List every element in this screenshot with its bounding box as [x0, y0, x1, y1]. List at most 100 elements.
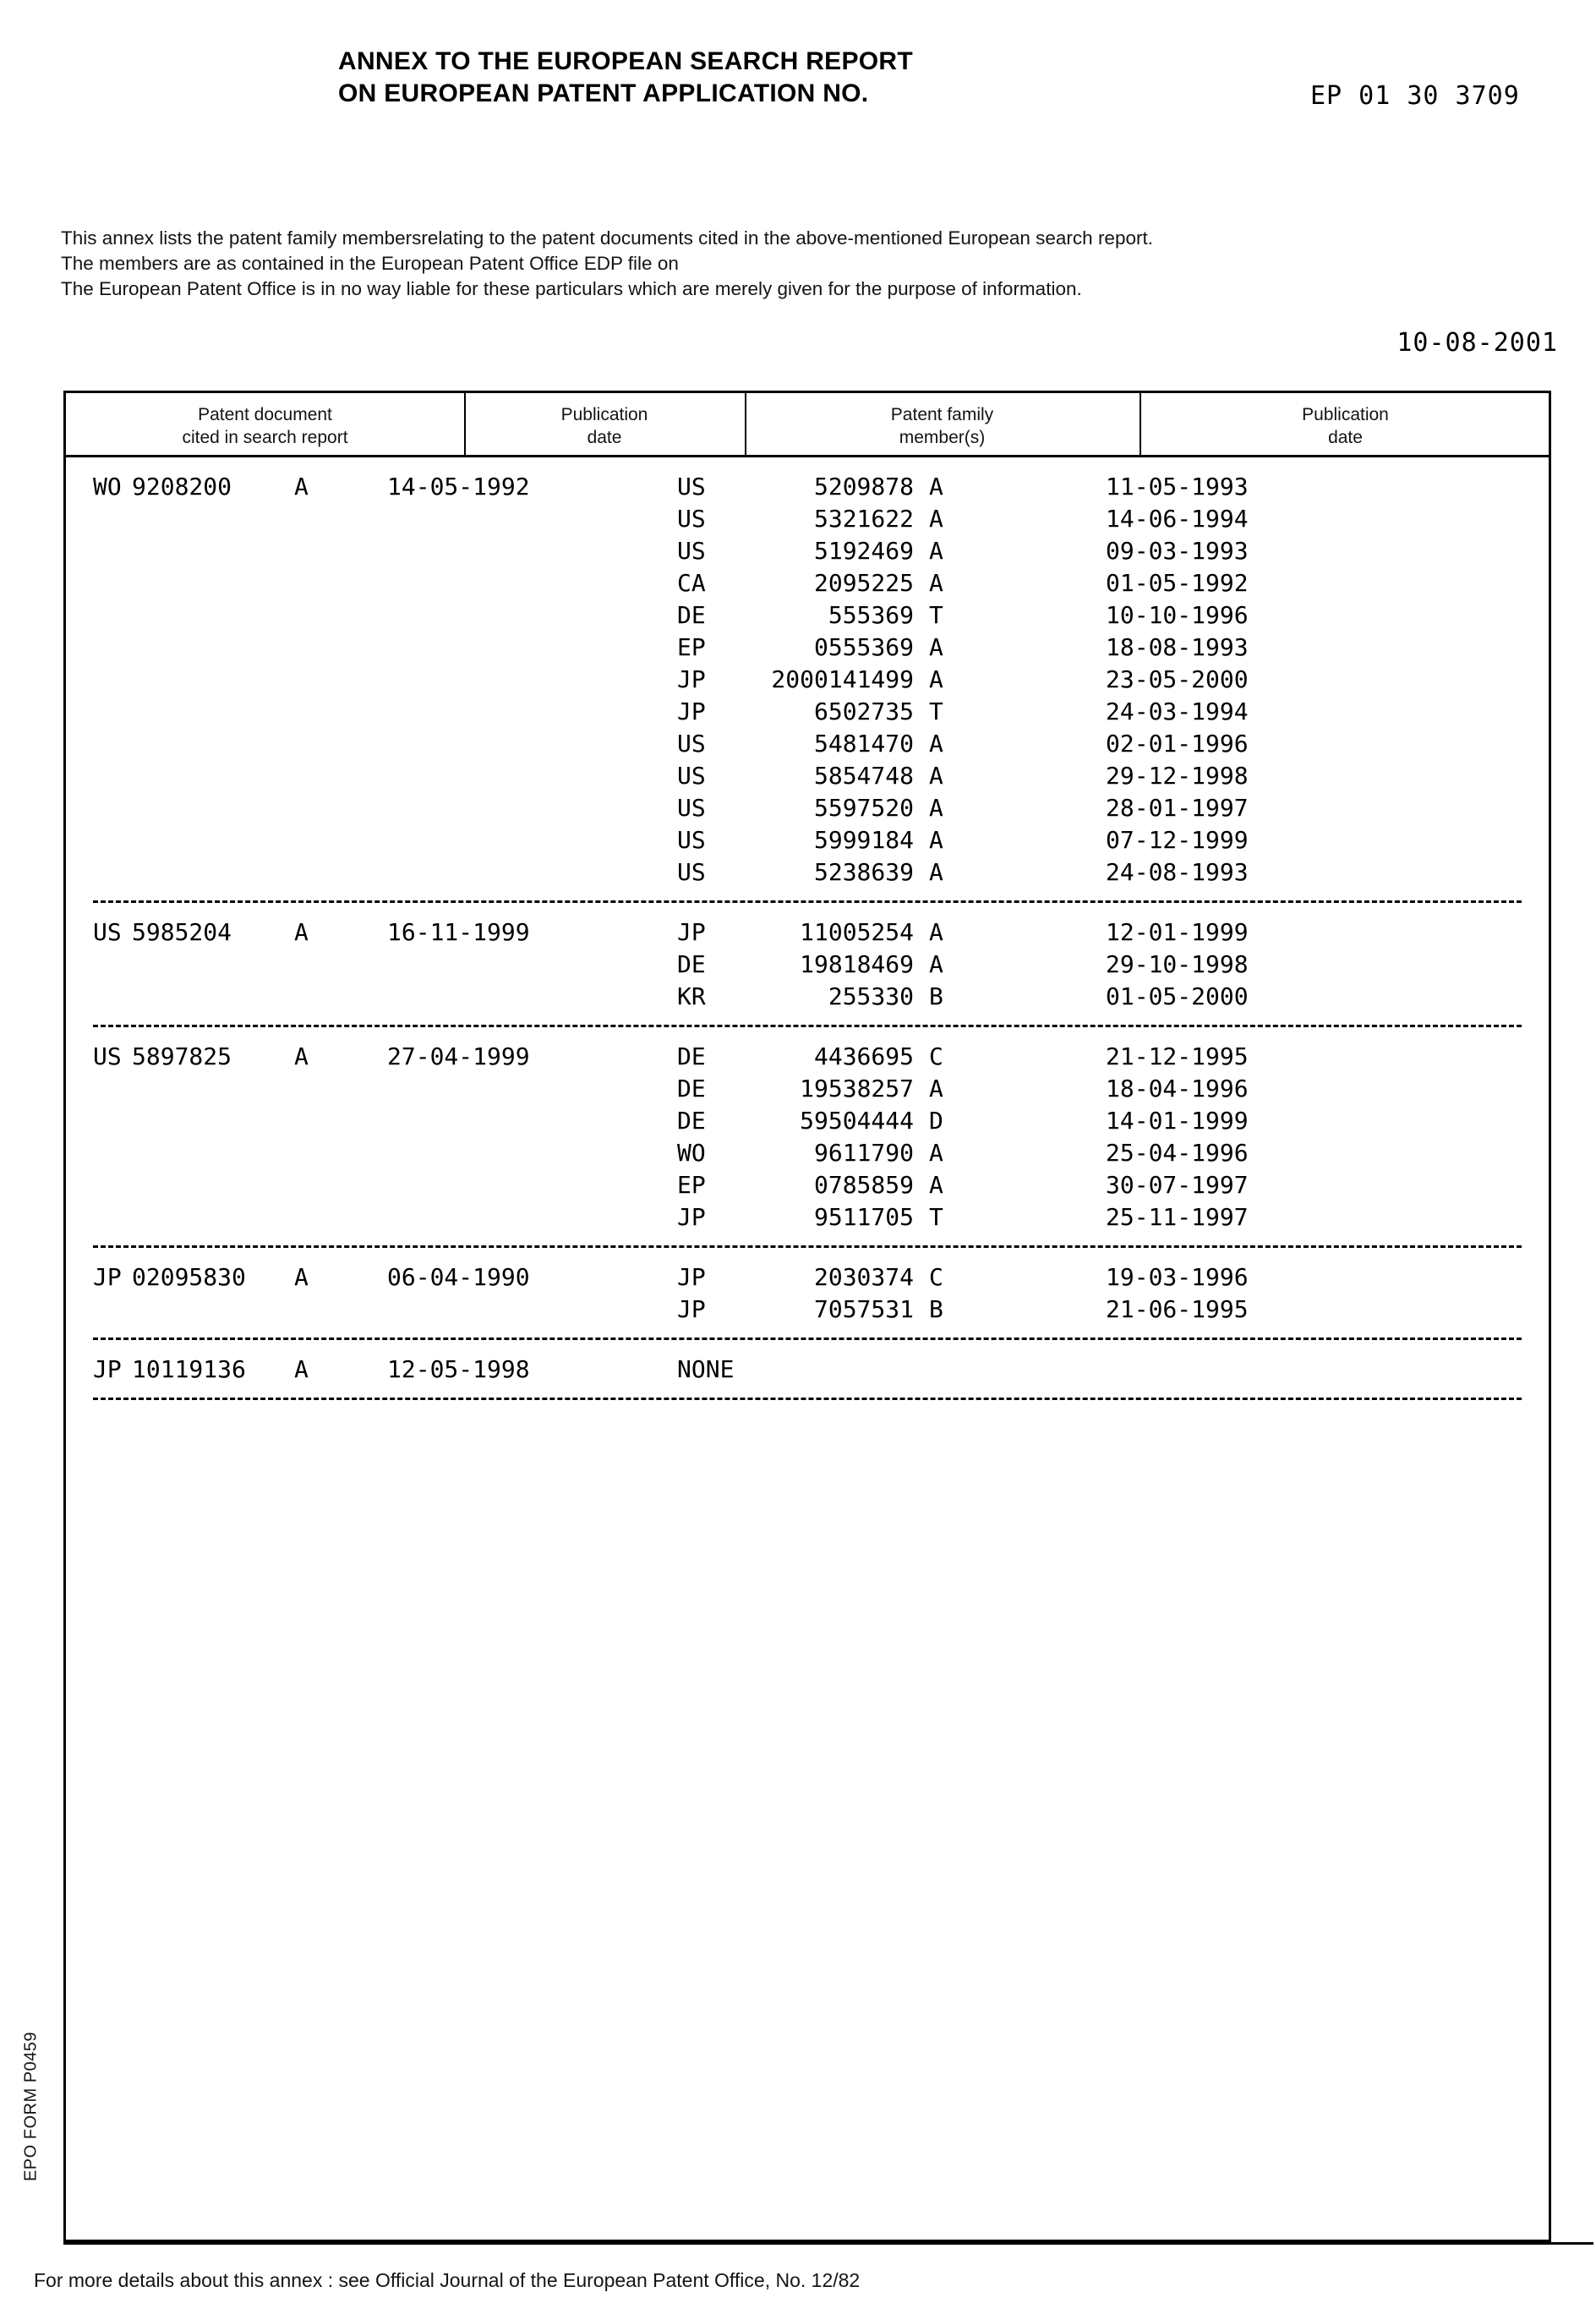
table-body: WO9208200A14-05-1992US5209878A11-05-1993…	[66, 457, 1549, 1400]
table-row: US5999184A07-12-1999	[66, 824, 1549, 856]
family-publication-date: 28-01-1997	[1106, 792, 1249, 824]
family-member-number: 59504444	[719, 1105, 914, 1137]
table-row: CA2095225A01-05-1992	[66, 567, 1549, 599]
family-member-kind: A	[929, 1073, 943, 1105]
column-header-publication-date-cited: Publication date	[464, 403, 745, 449]
column-header-line-2: date	[1140, 426, 1551, 449]
family-publication-date: 01-05-1992	[1106, 567, 1249, 599]
patent-entry-block: US5897825A27-04-1999DE4436695C21-12-1995…	[66, 1027, 1549, 1245]
column-header-line-1: Patent document	[66, 403, 464, 426]
column-header-line-1: Patent family	[745, 403, 1140, 426]
cited-publication-date: 27-04-1999	[387, 1041, 530, 1073]
family-member-kind: B	[929, 981, 943, 1013]
table-row: US5481470A02-01-1996	[66, 728, 1549, 760]
family-publication-date: 19-03-1996	[1106, 1261, 1249, 1294]
family-member-country: DE	[677, 1073, 706, 1105]
family-member-kind: T	[929, 599, 943, 632]
family-member-country: JP	[677, 1261, 706, 1294]
family-publication-date: 02-01-1996	[1106, 728, 1249, 760]
column-header-family-members: Patent family member(s)	[745, 403, 1140, 449]
report-date: 10-08-2001	[0, 328, 1558, 358]
column-header-line-2: date	[464, 426, 745, 449]
family-member-number: 0785859	[719, 1169, 914, 1201]
family-member-country: CA	[677, 567, 706, 599]
family-member-number: 5209878	[719, 471, 914, 503]
family-member-number: 5192469	[719, 535, 914, 567]
entry-rows: US5897825A27-04-1999DE4436695C21-12-1995…	[66, 1027, 1549, 1245]
family-publication-date: 25-11-1997	[1106, 1201, 1249, 1234]
cited-document-country: US	[93, 916, 122, 949]
cited-document-number: 02095830	[132, 1261, 246, 1294]
family-member-number: 555369	[719, 599, 914, 632]
family-member-country: US	[677, 471, 706, 503]
family-publication-date: 21-06-1995	[1106, 1294, 1249, 1326]
patent-entry-block: WO9208200A14-05-1992US5209878A11-05-1993…	[66, 457, 1549, 900]
column-header-line-2: member(s)	[745, 426, 1140, 449]
entry-rows: US5985204A16-11-1999JP11005254A12-01-199…	[66, 903, 1549, 1025]
table-row: JP9511705T25-11-1997	[66, 1201, 1549, 1234]
page-title-line-1: ANNEX TO THE EUROPEAN SEARCH REPORT	[338, 47, 1183, 76]
family-publication-date: 24-08-1993	[1106, 856, 1249, 889]
family-member-number: 11005254	[719, 916, 914, 949]
entry-rows: WO9208200A14-05-1992US5209878A11-05-1993…	[66, 457, 1549, 900]
page-title-line-2: ON EUROPEAN PATENT APPLICATION NO.	[338, 79, 1183, 108]
table-header-row: Patent document cited in search report P…	[66, 393, 1549, 457]
family-member-number: 2030374	[719, 1261, 914, 1294]
family-publication-date: 24-03-1994	[1106, 696, 1249, 728]
cited-document-number: 9208200	[132, 471, 232, 503]
table-row: WO9208200A14-05-1992US5209878A11-05-1993	[66, 471, 1549, 503]
family-member-kind: A	[929, 632, 943, 664]
cited-publication-date: 14-05-1992	[387, 471, 530, 503]
family-publication-date: 11-05-1993	[1106, 471, 1249, 503]
family-member-number: 4436695	[719, 1041, 914, 1073]
family-member-country: DE	[677, 1105, 706, 1137]
annex-intro-paragraph: This annex lists the patent family membe…	[61, 226, 1549, 302]
family-member-none: NONE	[677, 1354, 734, 1386]
cited-publication-date: 06-04-1990	[387, 1261, 530, 1294]
family-member-country: US	[677, 824, 706, 856]
family-publication-date: 14-06-1994	[1106, 503, 1249, 535]
family-member-country: US	[677, 728, 706, 760]
table-row: DE59504444D14-01-1999	[66, 1105, 1549, 1137]
entry-rows: JP 02095830 A 06-04-1990 JP 2030374 C 19-03-199…	[66, 1248, 1549, 1338]
table-row: DE19818469A29-10-1998	[66, 949, 1549, 981]
family-member-number: 7057531	[719, 1294, 914, 1326]
table-row: DE555369T10-10-1996	[66, 599, 1549, 632]
column-header-line-1: Publication	[464, 403, 745, 426]
family-member-kind: A	[929, 1169, 943, 1201]
footer-note: For more details about this annex : see …	[34, 2269, 860, 2292]
table-row: EP0555369A18-08-1993	[66, 632, 1549, 664]
column-header-line-2: cited in search report	[66, 426, 464, 449]
family-member-country: US	[677, 760, 706, 792]
family-member-kind: A	[929, 664, 943, 696]
family-member-country: JP	[677, 1201, 706, 1234]
family-publication-date: 14-01-1999	[1106, 1105, 1249, 1137]
cited-publication-date: 12-05-1998	[387, 1354, 530, 1386]
family-member-country: US	[677, 535, 706, 567]
table-row: JP7057531B21-06-1995	[66, 1294, 1549, 1326]
family-publication-date: 30-07-1997	[1106, 1169, 1249, 1201]
family-member-country: JP	[677, 664, 706, 696]
family-member-number: 9611790	[719, 1137, 914, 1169]
table-row: JP 02095830 A 06-04-1990 JP 2030374 C 19-03-199…	[66, 1261, 1549, 1294]
family-member-number: 6502735	[719, 696, 914, 728]
table-row: JP10119136A12-05-1998NONE	[66, 1354, 1549, 1386]
column-header-publication-date-family: Publication date	[1140, 403, 1551, 449]
family-member-kind: T	[929, 1201, 943, 1234]
cited-publication-date: 16-11-1999	[387, 916, 530, 949]
entry-rows: JP10119136A12-05-1998NONE	[66, 1340, 1549, 1398]
table-row: WO9611790A25-04-1996	[66, 1137, 1549, 1169]
cited-document-country: JP	[93, 1261, 122, 1294]
family-member-country: JP	[677, 916, 706, 949]
family-member-kind: C	[929, 1261, 943, 1294]
family-member-kind: T	[929, 696, 943, 728]
table-row: US5897825A27-04-1999DE4436695C21-12-1995	[66, 1041, 1549, 1073]
document-header: ANNEX TO THE EUROPEAN SEARCH REPORT ON E…	[0, 47, 1596, 140]
family-member-country: EP	[677, 1169, 706, 1201]
cited-document-kind: A	[294, 1261, 309, 1294]
table-row: US5985204A16-11-1999JP11005254A12-01-199…	[66, 916, 1549, 949]
family-member-country: DE	[677, 1041, 706, 1073]
intro-line-2: The members are as contained in the Euro…	[61, 251, 1549, 276]
cited-document-number: 10119136	[132, 1354, 246, 1386]
family-member-number: 5597520	[719, 792, 914, 824]
